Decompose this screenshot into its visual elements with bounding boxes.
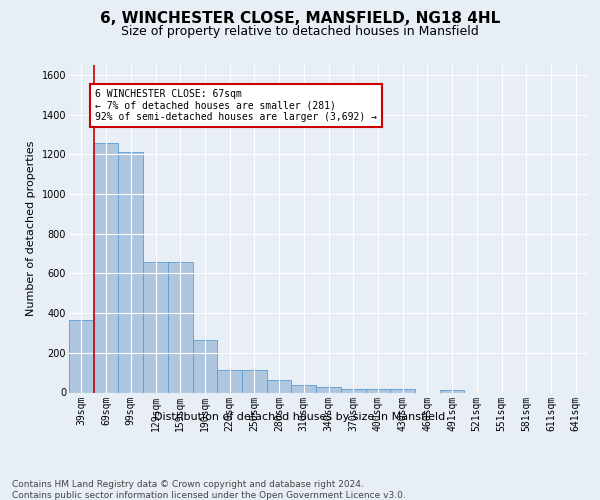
Bar — [143, 262, 168, 392]
Bar — [341, 388, 365, 392]
Text: Distribution of detached houses by size in Mansfield: Distribution of detached houses by size … — [154, 412, 446, 422]
Bar — [242, 370, 267, 392]
Bar — [440, 390, 464, 392]
Bar — [94, 144, 118, 392]
Bar — [118, 152, 143, 392]
Text: 6 WINCHESTER CLOSE: 67sqm
← 7% of detached houses are smaller (281)
92% of semi-: 6 WINCHESTER CLOSE: 67sqm ← 7% of detach… — [95, 89, 377, 122]
Text: Contains HM Land Registry data © Crown copyright and database right 2024.
Contai: Contains HM Land Registry data © Crown c… — [12, 480, 406, 500]
Y-axis label: Number of detached properties: Number of detached properties — [26, 141, 36, 316]
Bar — [193, 340, 217, 392]
Bar — [217, 370, 242, 392]
Text: Size of property relative to detached houses in Mansfield: Size of property relative to detached ho… — [121, 25, 479, 38]
Bar — [316, 386, 341, 392]
Bar — [390, 389, 415, 392]
Bar — [267, 380, 292, 392]
Bar — [365, 389, 390, 392]
Bar — [292, 385, 316, 392]
Text: 6, WINCHESTER CLOSE, MANSFIELD, NG18 4HL: 6, WINCHESTER CLOSE, MANSFIELD, NG18 4HL — [100, 11, 500, 26]
Bar — [69, 320, 94, 392]
Bar — [168, 262, 193, 392]
